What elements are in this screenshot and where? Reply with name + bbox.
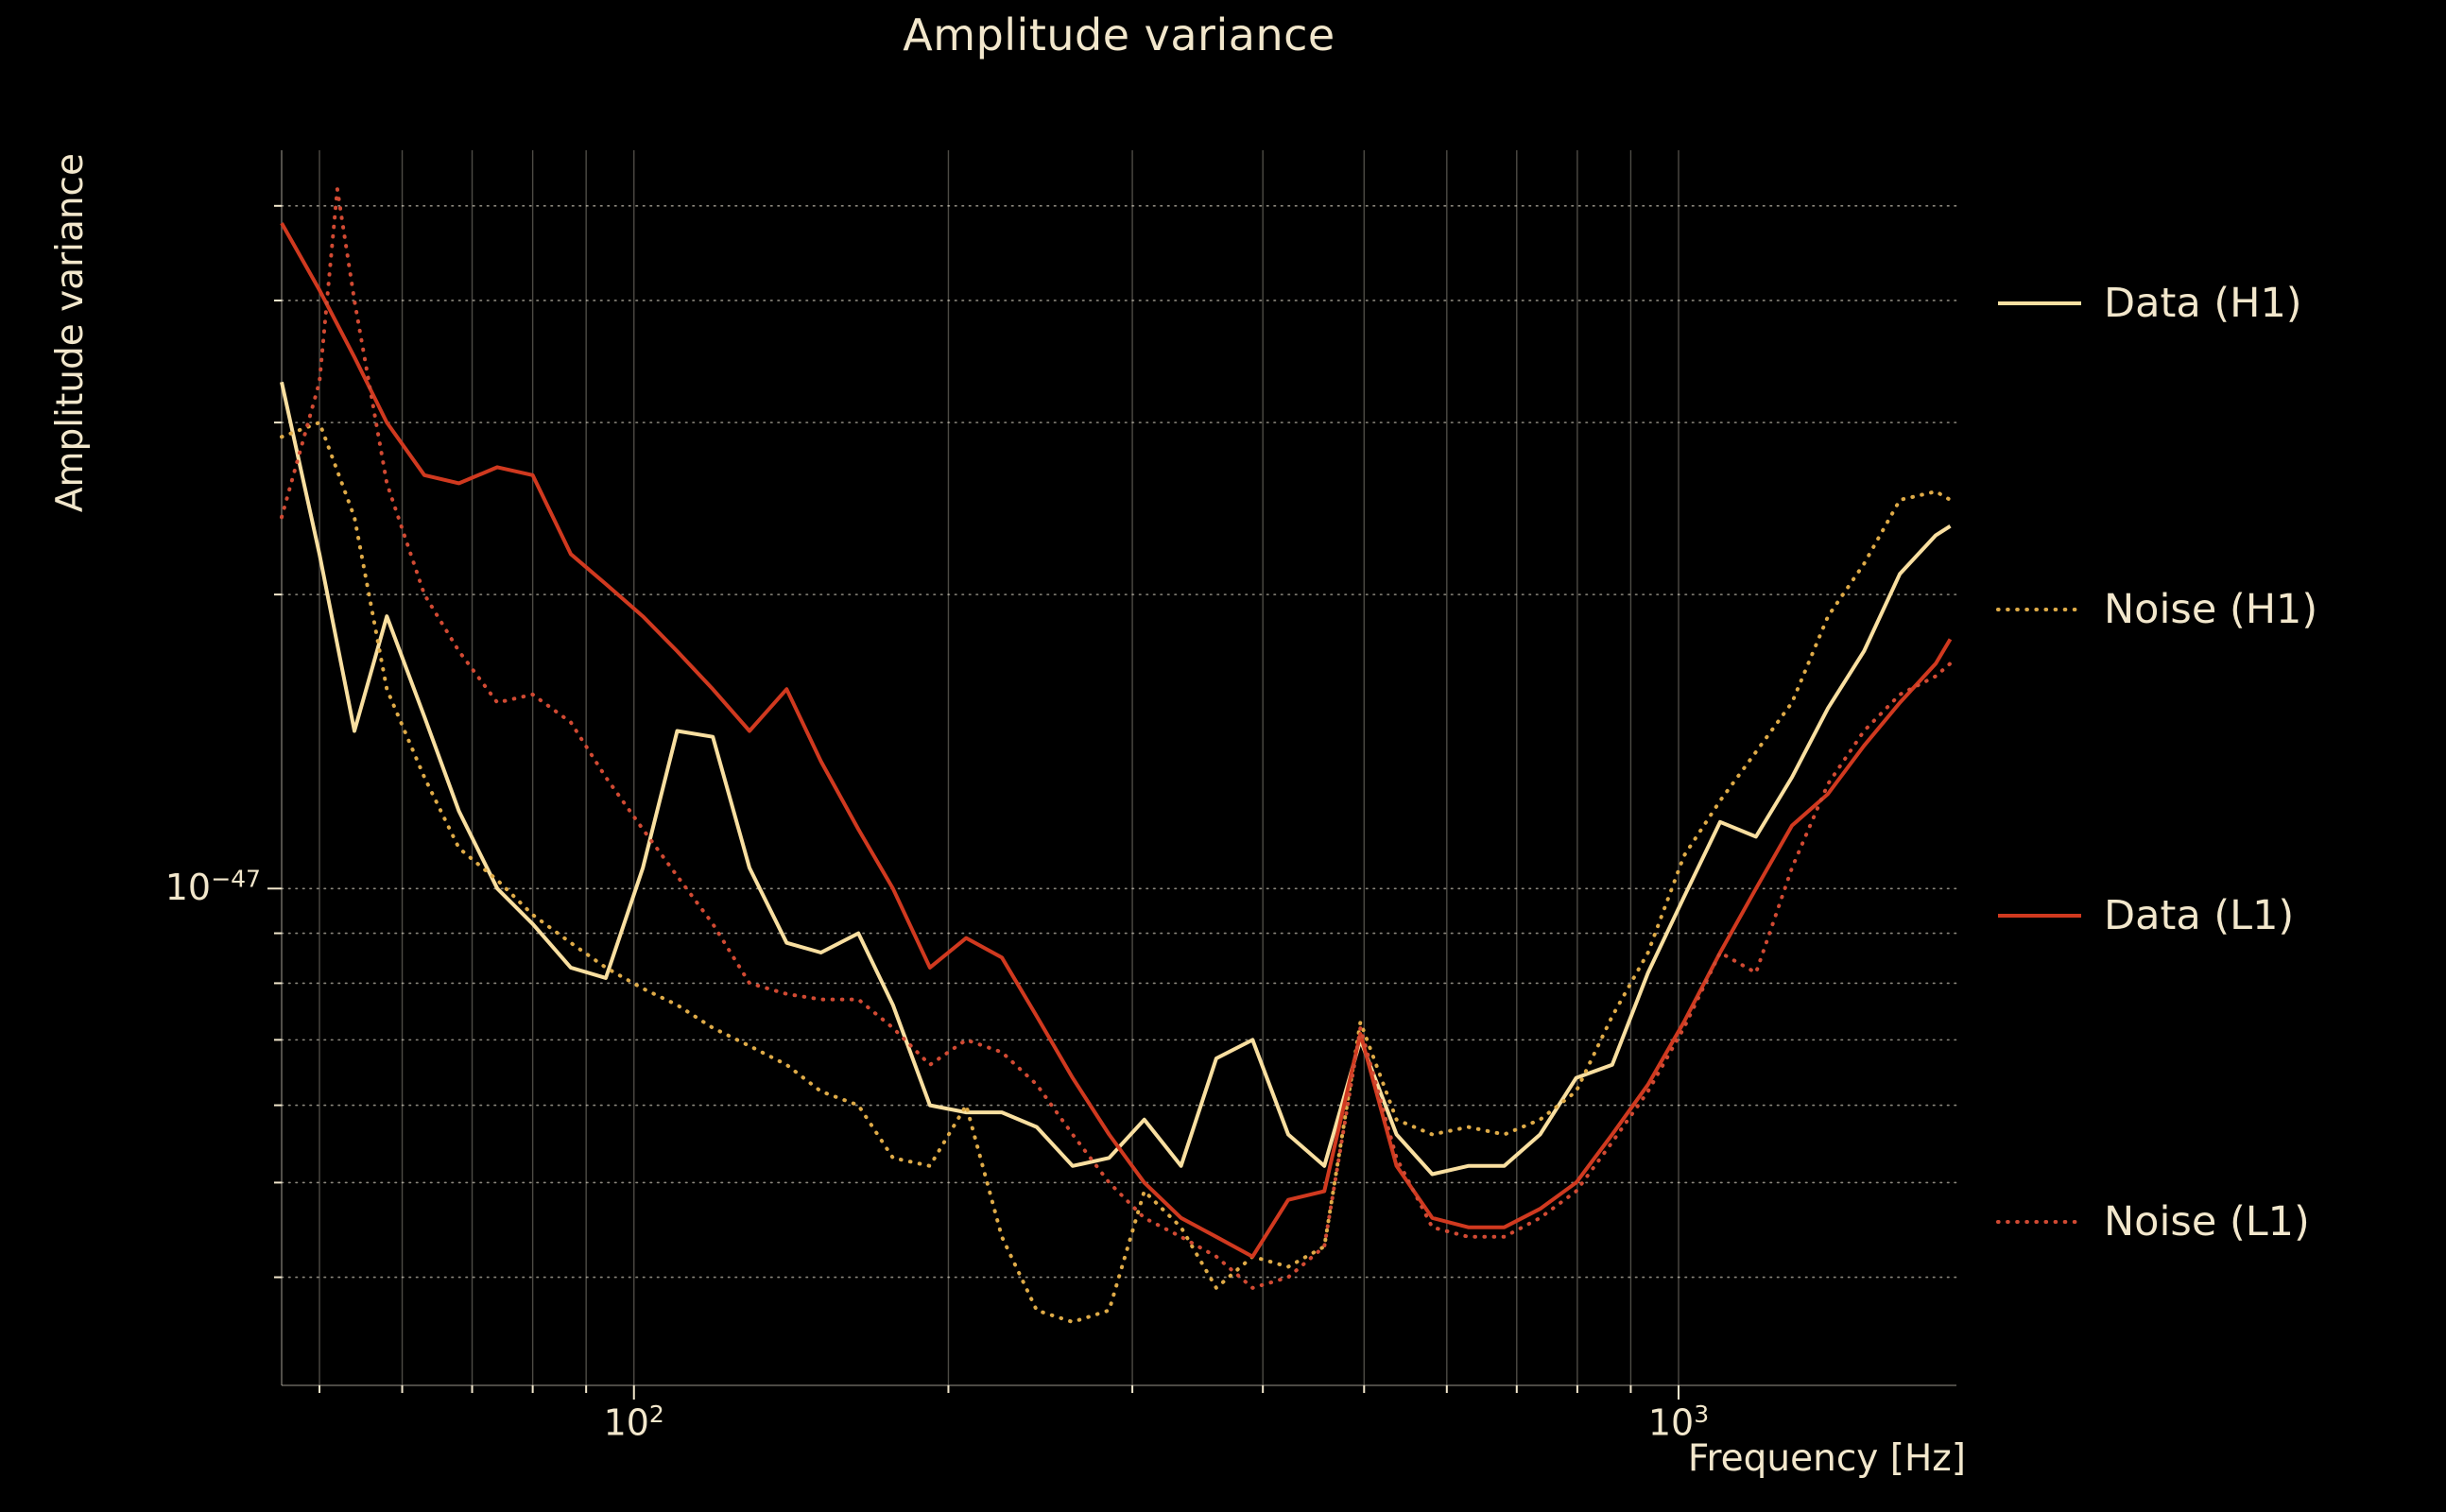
series-noise-l1-line <box>280 187 1953 1290</box>
x-tick-label: 103 <box>1647 1400 1710 1444</box>
series-data-h1-line <box>280 381 1952 1177</box>
series-noise-h1-line <box>280 421 1953 1324</box>
x-tick-label: 102 <box>603 1400 664 1444</box>
y-tick-label: 10−47 <box>164 865 261 909</box>
x-axis-label: Frequency [Hz] <box>1687 1437 1966 1480</box>
chart-title: Amplitude variance <box>903 9 1335 60</box>
series-data-l1-line <box>280 222 1953 1259</box>
y-axis-label: Amplitude variance <box>49 153 92 513</box>
